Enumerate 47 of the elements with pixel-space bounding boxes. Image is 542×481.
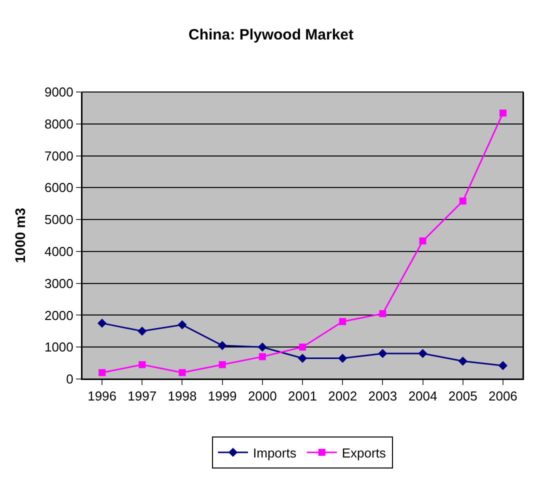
point xyxy=(138,361,146,368)
x-tick-label: 2004 xyxy=(408,388,438,404)
point xyxy=(299,344,306,351)
legend-label: Imports xyxy=(253,445,297,460)
y-tick-label: 2000 xyxy=(44,308,74,323)
point xyxy=(298,354,308,363)
x-tick-label: 1997 xyxy=(128,388,157,404)
x-tick-label: 2003 xyxy=(368,388,398,404)
legend-label: Exports xyxy=(342,445,386,460)
point xyxy=(498,361,508,370)
x-tick-label: 1999 xyxy=(208,388,237,404)
y-tick-label: 8000 xyxy=(44,116,74,132)
x-tick-label: 1996 xyxy=(88,388,117,404)
point xyxy=(419,237,426,244)
y-tick-label: 7000 xyxy=(44,148,74,164)
x-tick-label: 1998 xyxy=(168,388,197,404)
point xyxy=(378,348,388,358)
y-tick-label: 6000 xyxy=(44,180,74,196)
point xyxy=(98,369,106,376)
y-axis-title: 1000 m3 xyxy=(12,208,28,264)
point xyxy=(379,310,386,318)
point xyxy=(218,340,227,350)
point xyxy=(499,110,506,117)
y-tick-label: 5000 xyxy=(44,212,74,228)
y-tick-label: 0 xyxy=(66,372,74,387)
y-tick-label: 4000 xyxy=(44,244,74,259)
point xyxy=(218,361,226,368)
point xyxy=(458,356,468,366)
x-tick-label: 2002 xyxy=(328,388,358,404)
point xyxy=(459,198,466,205)
chart-title: China: Plywood Market xyxy=(188,26,354,44)
y-tick-label: 9000 xyxy=(44,84,74,100)
point xyxy=(258,353,266,360)
point xyxy=(138,326,147,336)
point xyxy=(338,354,348,363)
point xyxy=(178,320,187,330)
x-tick-label: 2005 xyxy=(448,388,478,404)
point xyxy=(178,369,186,376)
y-tick-label: 1000 xyxy=(44,340,74,355)
point xyxy=(258,342,267,352)
y-tick-label: 3000 xyxy=(44,276,74,291)
point xyxy=(418,348,428,358)
x-tick-label: 2006 xyxy=(488,388,518,404)
point xyxy=(98,318,107,328)
x-tick-label: 2001 xyxy=(288,388,317,404)
point xyxy=(339,318,346,326)
x-tick-label: 2000 xyxy=(248,388,277,404)
